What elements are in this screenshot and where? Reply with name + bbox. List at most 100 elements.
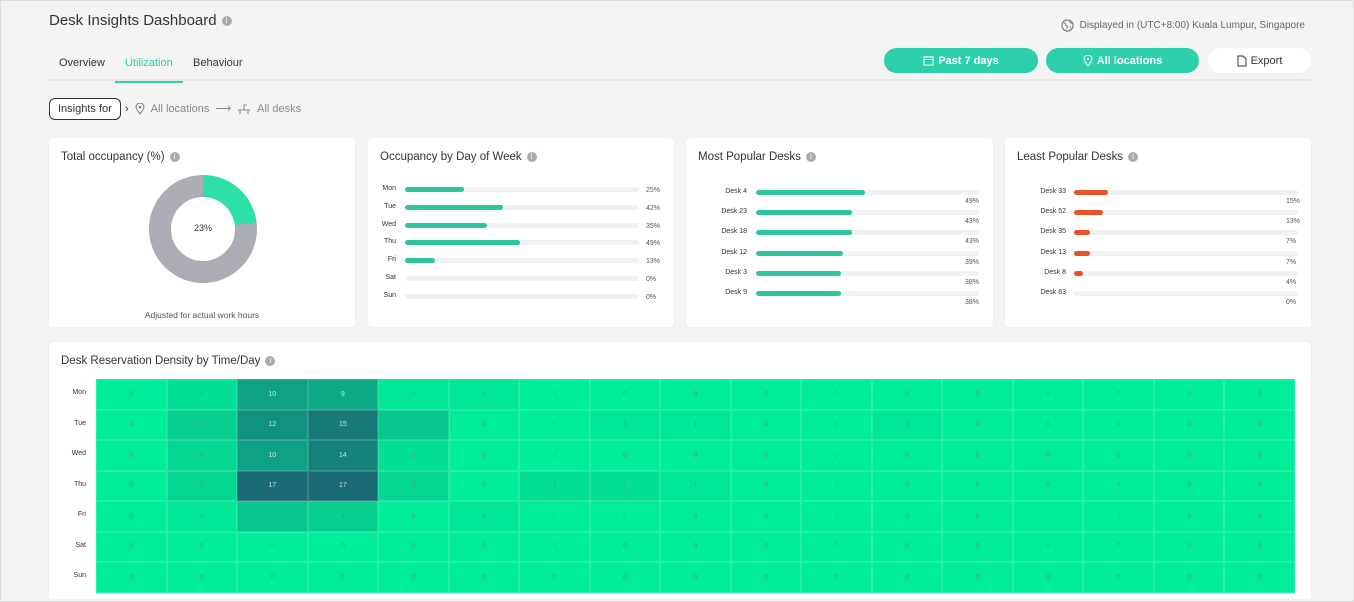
heatmap-cell[interactable]: 15 — [307, 409, 379, 440]
heatmap-cell[interactable]: 3 — [166, 440, 238, 471]
heatmap-cell[interactable]: 0 — [942, 379, 1013, 410]
heatmap-cell[interactable]: 0 — [1012, 531, 1084, 562]
heatmap-cell[interactable]: 0 — [166, 562, 238, 593]
heatmap-cell[interactable]: 3 — [166, 470, 238, 501]
heatmap-cell[interactable]: 0 — [1012, 562, 1084, 593]
heatmap-cell[interactable]: 0 — [96, 470, 167, 501]
heatmap-cell[interactable]: 0 — [589, 440, 661, 471]
heatmap-cell[interactable]: 0 — [96, 562, 167, 593]
breadcrumb-desks[interactable]: All desks — [257, 102, 302, 115]
heatmap-cell[interactable]: 0 — [801, 501, 872, 532]
heatmap-cell[interactable]: 1 — [448, 501, 520, 532]
heatmap-cell[interactable]: 0 — [519, 440, 590, 471]
heatmap-cell[interactable]: 0 — [660, 440, 731, 471]
heatmap-cell[interactable]: 0 — [730, 531, 802, 562]
heatmap-cell[interactable]: 0 — [1224, 440, 1295, 471]
heatmap-cell[interactable]: 0 — [730, 379, 802, 410]
heatmap-cell[interactable]: 1 — [378, 379, 449, 410]
heatmap-cell[interactable]: 0 — [519, 379, 590, 410]
heatmap-cell[interactable]: 0 — [801, 409, 872, 440]
heatmap-cell[interactable]: 0 — [730, 470, 802, 501]
heatmap-cell[interactable]: 2 — [589, 470, 661, 501]
heatmap-cell[interactable]: 0 — [448, 531, 520, 562]
heatmap-cell[interactable]: 0 — [519, 409, 590, 440]
heatmap-cell[interactable]: 0 — [96, 379, 167, 410]
heatmap-cell[interactable]: 0 — [589, 531, 661, 562]
heatmap-cell[interactable]: 2 — [378, 440, 449, 471]
heatmap-cell[interactable]: 5 — [378, 409, 449, 440]
heatmap-cell[interactable]: 0 — [942, 531, 1013, 562]
heatmap-cell[interactable]: 5 — [237, 501, 308, 532]
heatmap-cell[interactable]: 0 — [589, 562, 661, 593]
heatmap-cell[interactable]: 0 — [378, 501, 449, 532]
heatmap-cell[interactable]: 0 — [1153, 379, 1225, 410]
info-icon[interactable]: i — [1128, 151, 1139, 162]
tab-utilization[interactable]: Utilization — [115, 57, 183, 83]
heatmap-cell[interactable]: 2 — [166, 379, 238, 410]
heatmap-cell[interactable]: 0 — [1153, 409, 1225, 440]
insights-for-button[interactable]: Insights for — [49, 98, 121, 120]
heatmap-cell[interactable]: 0 — [871, 470, 943, 501]
heatmap-cell[interactable]: 0 — [660, 531, 731, 562]
info-icon[interactable]: i — [169, 151, 180, 162]
heatmap-cell[interactable]: 0 — [660, 379, 731, 410]
heatmap-cell[interactable]: 17 — [307, 470, 379, 501]
heatmap-cell[interactable]: 0 — [801, 440, 872, 471]
heatmap-cell[interactable]: 0 — [871, 501, 943, 532]
heatmap-cell[interactable]: 0 — [237, 562, 308, 593]
info-icon[interactable]: i — [526, 151, 537, 162]
heatmap-cell[interactable]: 0 — [1012, 470, 1084, 501]
heatmap-cell[interactable]: 0 — [942, 409, 1013, 440]
heatmap-cell[interactable]: 0 — [801, 562, 872, 593]
export-button[interactable]: Export — [1208, 48, 1311, 73]
heatmap-cell[interactable]: 0 — [1012, 409, 1084, 440]
heatmap-cell[interactable]: 0 — [448, 470, 520, 501]
heatmap-cell[interactable]: 0 — [519, 562, 590, 593]
heatmap-cell[interactable]: 0 — [1012, 379, 1084, 410]
heatmap-cell[interactable]: 0 — [1083, 531, 1154, 562]
heatmap-cell[interactable]: 0 — [1153, 501, 1225, 532]
heatmap-cell[interactable]: 0 — [448, 440, 520, 471]
heatmap-cell[interactable]: 0 — [1083, 501, 1154, 532]
heatmap-cell[interactable]: 0 — [1153, 562, 1225, 593]
heatmap-cell[interactable]: 0 — [801, 379, 872, 410]
heatmap-cell[interactable]: 0 — [519, 501, 590, 532]
date-range-button[interactable]: Past 7 days — [884, 48, 1038, 73]
heatmap-cell[interactable]: 2 — [519, 470, 590, 501]
tab-behaviour[interactable]: Behaviour — [193, 57, 243, 69]
heatmap-cell[interactable]: 0 — [378, 562, 449, 593]
heatmap-cell[interactable]: 0 — [1224, 562, 1295, 593]
heatmap-cell[interactable]: 0 — [1083, 562, 1154, 593]
heatmap-cell[interactable]: 12 — [237, 409, 308, 440]
heatmap-cell[interactable]: 0 — [871, 379, 943, 410]
heatmap-cell[interactable]: 10 — [237, 379, 308, 410]
heatmap-cell[interactable]: 0 — [1153, 531, 1225, 562]
heatmap-cell[interactable]: 0 — [237, 531, 308, 562]
heatmap-cell[interactable]: 9 — [307, 379, 379, 410]
heatmap-cell[interactable]: 0 — [1153, 440, 1225, 471]
heatmap-cell[interactable]: 0 — [660, 501, 731, 532]
heatmap-cell[interactable]: 0 — [871, 531, 943, 562]
heatmap-cell[interactable]: 0 — [1224, 501, 1295, 532]
heatmap-cell[interactable]: 0 — [448, 409, 520, 440]
heatmap-cell[interactable]: 0 — [96, 440, 167, 471]
heatmap-cell[interactable]: 0 — [730, 501, 802, 532]
heatmap-cell[interactable]: 0 — [730, 409, 802, 440]
heatmap-cell[interactable]: 0 — [448, 562, 520, 593]
breadcrumb-location[interactable]: All locations — [150, 102, 210, 115]
heatmap-cell[interactable]: 0 — [942, 562, 1013, 593]
heatmap-cell[interactable]: 0 — [1083, 470, 1154, 501]
info-icon[interactable]: i — [265, 355, 276, 366]
heatmap-cell[interactable]: 0 — [589, 379, 661, 410]
heatmap-cell[interactable]: 1 — [166, 501, 238, 532]
heatmap-cell[interactable]: 10 — [237, 440, 308, 471]
heatmap-cell[interactable]: 1 — [660, 409, 731, 440]
heatmap-cell[interactable]: 0 — [1012, 501, 1084, 532]
heatmap-cell[interactable]: 4 — [166, 409, 238, 440]
heatmap-cell[interactable]: 0 — [378, 531, 449, 562]
location-filter-button[interactable]: All locations — [1046, 48, 1199, 73]
heatmap-cell[interactable]: 0 — [942, 440, 1013, 471]
heatmap-cell[interactable]: 0 — [96, 501, 167, 532]
heatmap-cell[interactable]: 3 — [378, 470, 449, 501]
heatmap-cell[interactable]: 0 — [801, 531, 872, 562]
